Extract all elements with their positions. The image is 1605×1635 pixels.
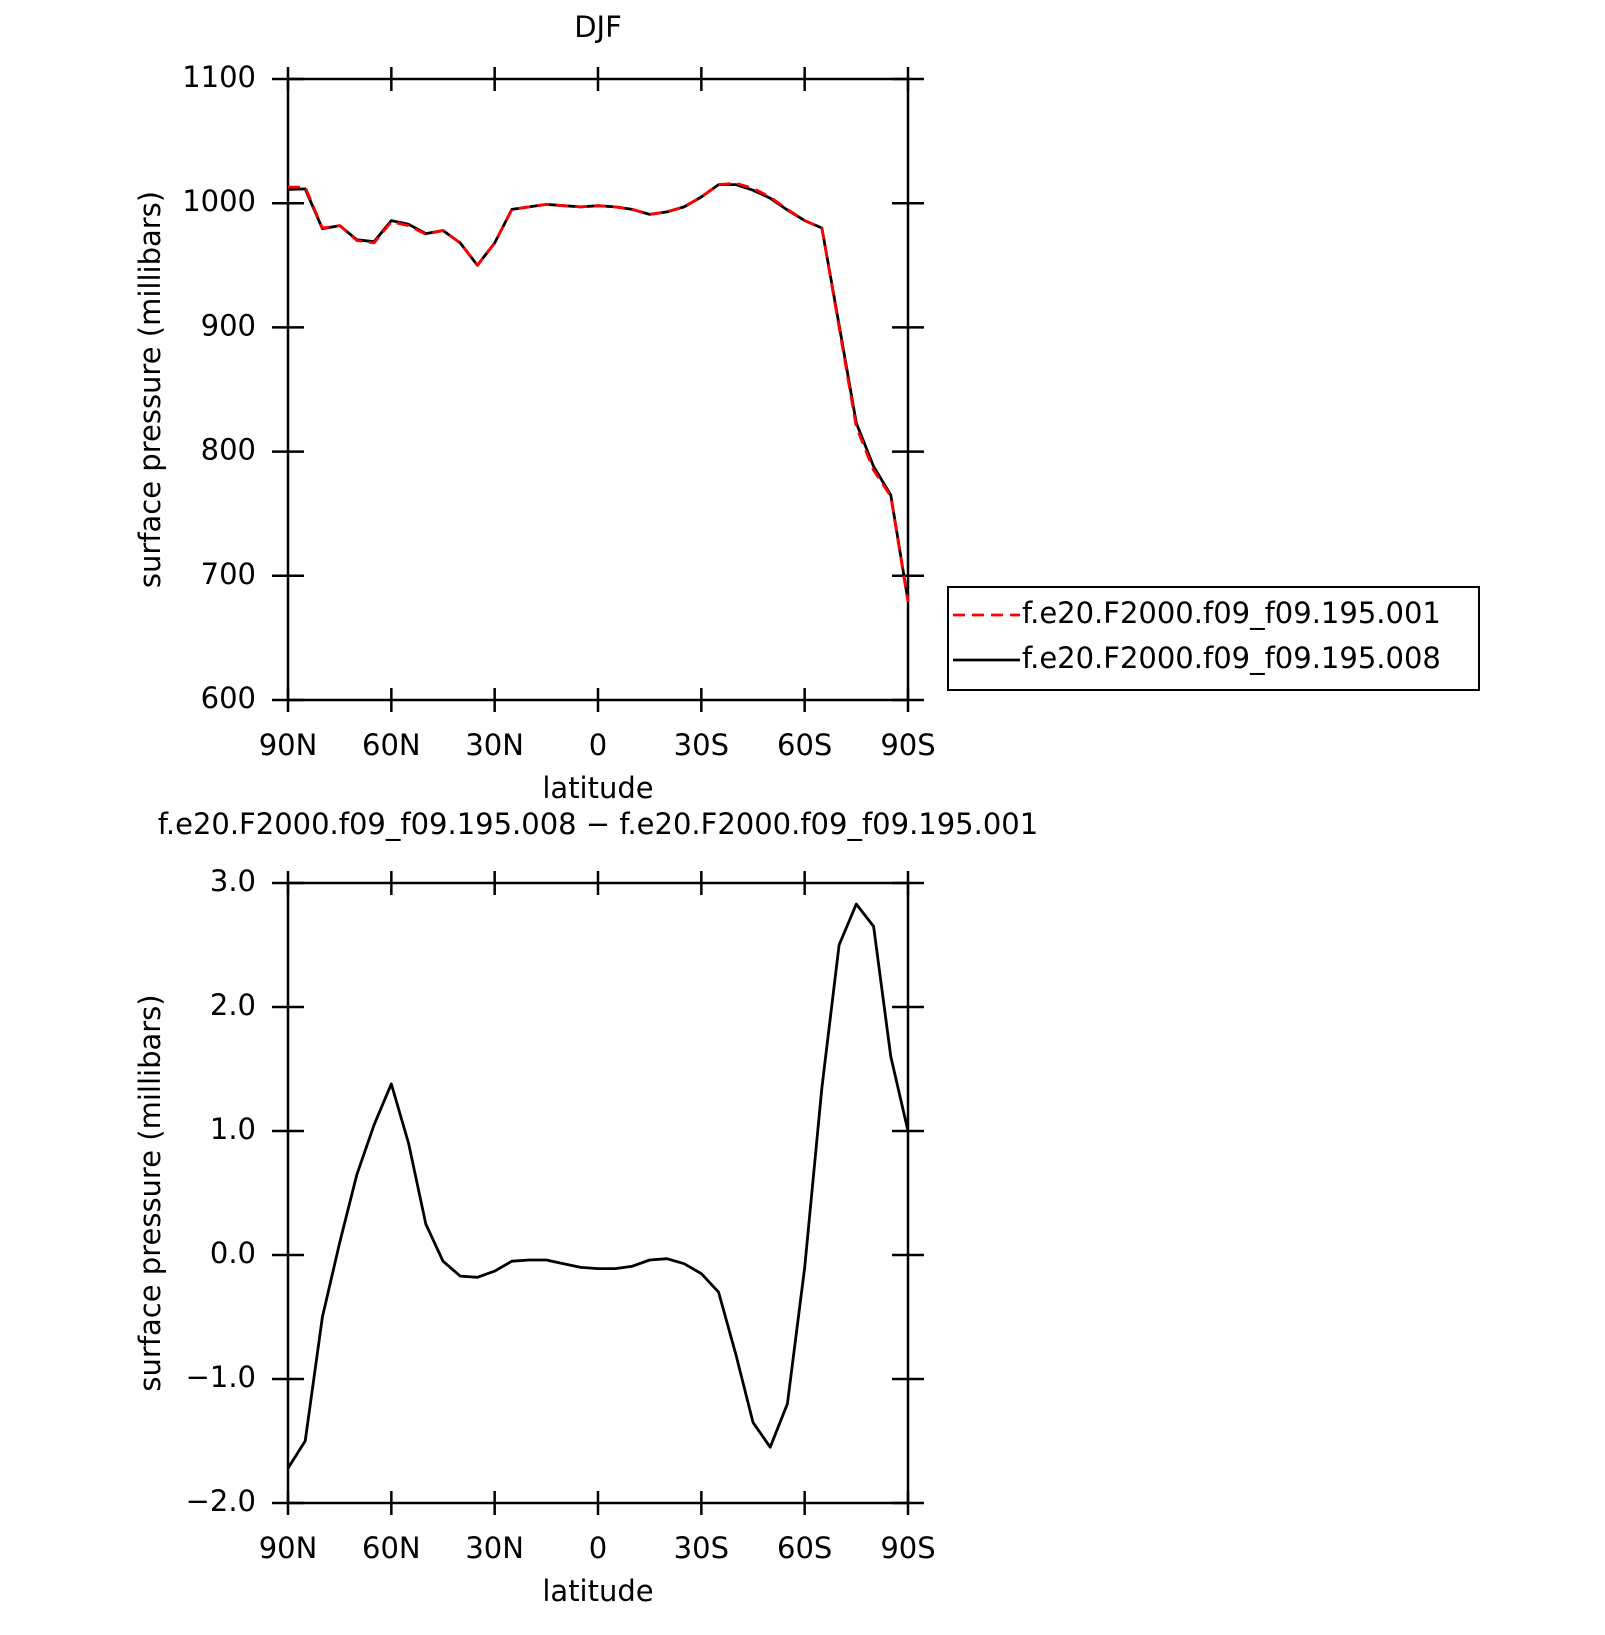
y-axis-label: surface pressure (millibars) [133,191,167,588]
x-tick-label: 60N [362,728,421,762]
x-tick-label: 90N [259,728,318,762]
y-tick-label: 3.0 [210,864,256,898]
x-tick-label: 30N [465,1531,524,1565]
x-tick-label: 30N [465,728,524,762]
x-axis-label: latitude [542,771,653,805]
y-tick-label: 0.0 [210,1236,256,1270]
x-tick-label: 90S [880,1531,935,1565]
x-tick-label: 0 [589,728,607,762]
x-tick-label: 90N [259,1531,318,1565]
y-tick-label: −1.0 [186,1360,256,1394]
x-tick-label: 30S [674,728,729,762]
y-tick-label: 600 [201,681,256,715]
x-tick-label: 60S [777,728,832,762]
y-tick-label: 900 [201,308,256,342]
chart-title: DJF [574,10,622,44]
data-line [288,181,910,603]
x-tick-label: 90S [880,728,935,762]
data-line [287,183,910,601]
x-tick-label: 30S [674,1531,729,1565]
data-line [286,902,910,1470]
y-axis-label: surface pressure (millibars) [133,994,167,1391]
y-tick-label: 1000 [182,184,256,218]
legend-label: f.e20.F2000.f09_f09.195.001 [1022,596,1441,630]
y-tick-label: 800 [201,433,256,467]
plot-frame [286,77,910,702]
y-tick-label: 700 [201,557,256,591]
y-tick-label: −2.0 [186,1484,256,1518]
y-tick-label: 2.0 [210,988,256,1022]
plot-frame [286,881,910,1505]
y-tick-label: 1100 [182,60,256,94]
x-tick-label: 60S [777,1531,832,1565]
x-axis-label: latitude [542,1574,653,1608]
y-tick-label: 1.0 [210,1112,256,1146]
x-tick-label: 0 [589,1531,607,1565]
legend-label: f.e20.F2000.f09_f09.195.008 [1022,641,1441,675]
x-tick-label: 60N [362,1531,421,1565]
chart-title: f.e20.F2000.f09_f09.195.008 − f.e20.F200… [158,807,1038,841]
legend-box [947,586,1480,691]
